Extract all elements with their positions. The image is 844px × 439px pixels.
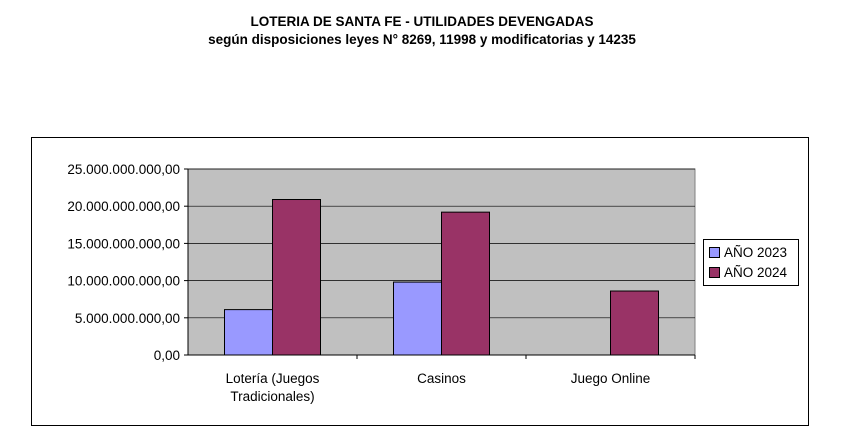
- chart-area: 0,00 5.000.000.000,00 10.000.000.000,00 15.…: [31, 137, 809, 426]
- chart-legend: AÑO 2023 AÑO 2024: [703, 239, 799, 286]
- legend-swatch-2023: [709, 246, 720, 258]
- chart-title: LOTERIA DE SANTA FE - UTILIDADES DEVENGA…: [250, 14, 594, 29]
- y-tick-label: 20.000.000.000,00: [67, 199, 180, 214]
- x-category-label: Lotería (Juegos: [226, 371, 320, 386]
- y-tick-label: 25.000.000.000,00: [67, 162, 180, 177]
- x-category-label: Casinos: [417, 371, 466, 386]
- legend-label-2024: AÑO 2024: [724, 264, 788, 280]
- bar-año-2023: [224, 309, 273, 356]
- y-tick-label: 10.000.000.000,00: [67, 274, 180, 289]
- y-tick-label: 15.000.000.000,00: [67, 236, 180, 251]
- bar-año-2024: [441, 211, 490, 356]
- legend-swatch-2024: [709, 266, 720, 278]
- x-category-label: Tradicionales): [230, 389, 314, 404]
- bar-año-2023: [393, 281, 442, 356]
- legend-item-2024: AÑO 2024: [709, 262, 798, 282]
- bar-chart: 0,00 5.000.000.000,00 10.000.000.000,00 15.…: [67, 162, 696, 404]
- legend-item-2023: AÑO 2023: [709, 242, 798, 262]
- y-tick-label: 5.000.000.000,00: [75, 311, 180, 326]
- x-category-label: Juego Online: [571, 371, 651, 386]
- y-tick-label: 0,00: [154, 348, 180, 363]
- legend-label-2023: AÑO 2023: [724, 244, 788, 260]
- chart-subtitle: según disposiciones leyes N° 8269, 11998…: [208, 32, 636, 47]
- bar-año-2024: [610, 290, 659, 356]
- bar-año-2024: [272, 199, 321, 356]
